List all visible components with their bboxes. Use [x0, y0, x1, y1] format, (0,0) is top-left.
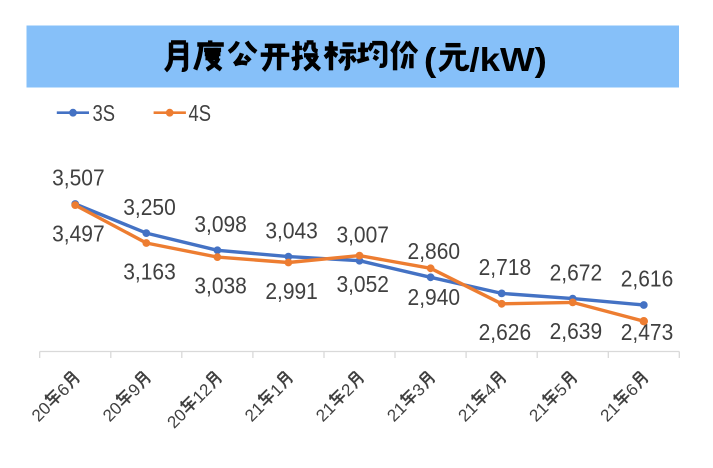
- svg-text:4S: 4S: [189, 100, 212, 126]
- svg-text:3,098: 3,098: [194, 211, 247, 237]
- svg-text:3,052: 3,052: [336, 271, 389, 297]
- svg-text:3,038: 3,038: [194, 273, 247, 299]
- svg-text:3,250: 3,250: [123, 194, 176, 220]
- svg-text:3,497: 3,497: [52, 221, 105, 247]
- svg-text:3,043: 3,043: [265, 217, 318, 243]
- svg-text:/kW): /kW): [469, 41, 547, 78]
- svg-text:3S: 3S: [93, 100, 116, 126]
- svg-text:2,616: 2,616: [621, 266, 674, 292]
- svg-text:2,940: 2,940: [408, 284, 461, 310]
- svg-text:2,718: 2,718: [479, 254, 532, 280]
- svg-text:3,163: 3,163: [123, 259, 176, 285]
- svg-text:2,626: 2,626: [479, 319, 532, 345]
- svg-text:2,991: 2,991: [265, 278, 318, 304]
- svg-text:2,860: 2,860: [408, 238, 461, 264]
- svg-text:2,672: 2,672: [550, 259, 603, 285]
- svg-text:(: (: [424, 41, 437, 78]
- svg-text:3,507: 3,507: [52, 165, 105, 191]
- svg-text:2,639: 2,639: [550, 318, 603, 344]
- svg-text:3,007: 3,007: [336, 221, 389, 247]
